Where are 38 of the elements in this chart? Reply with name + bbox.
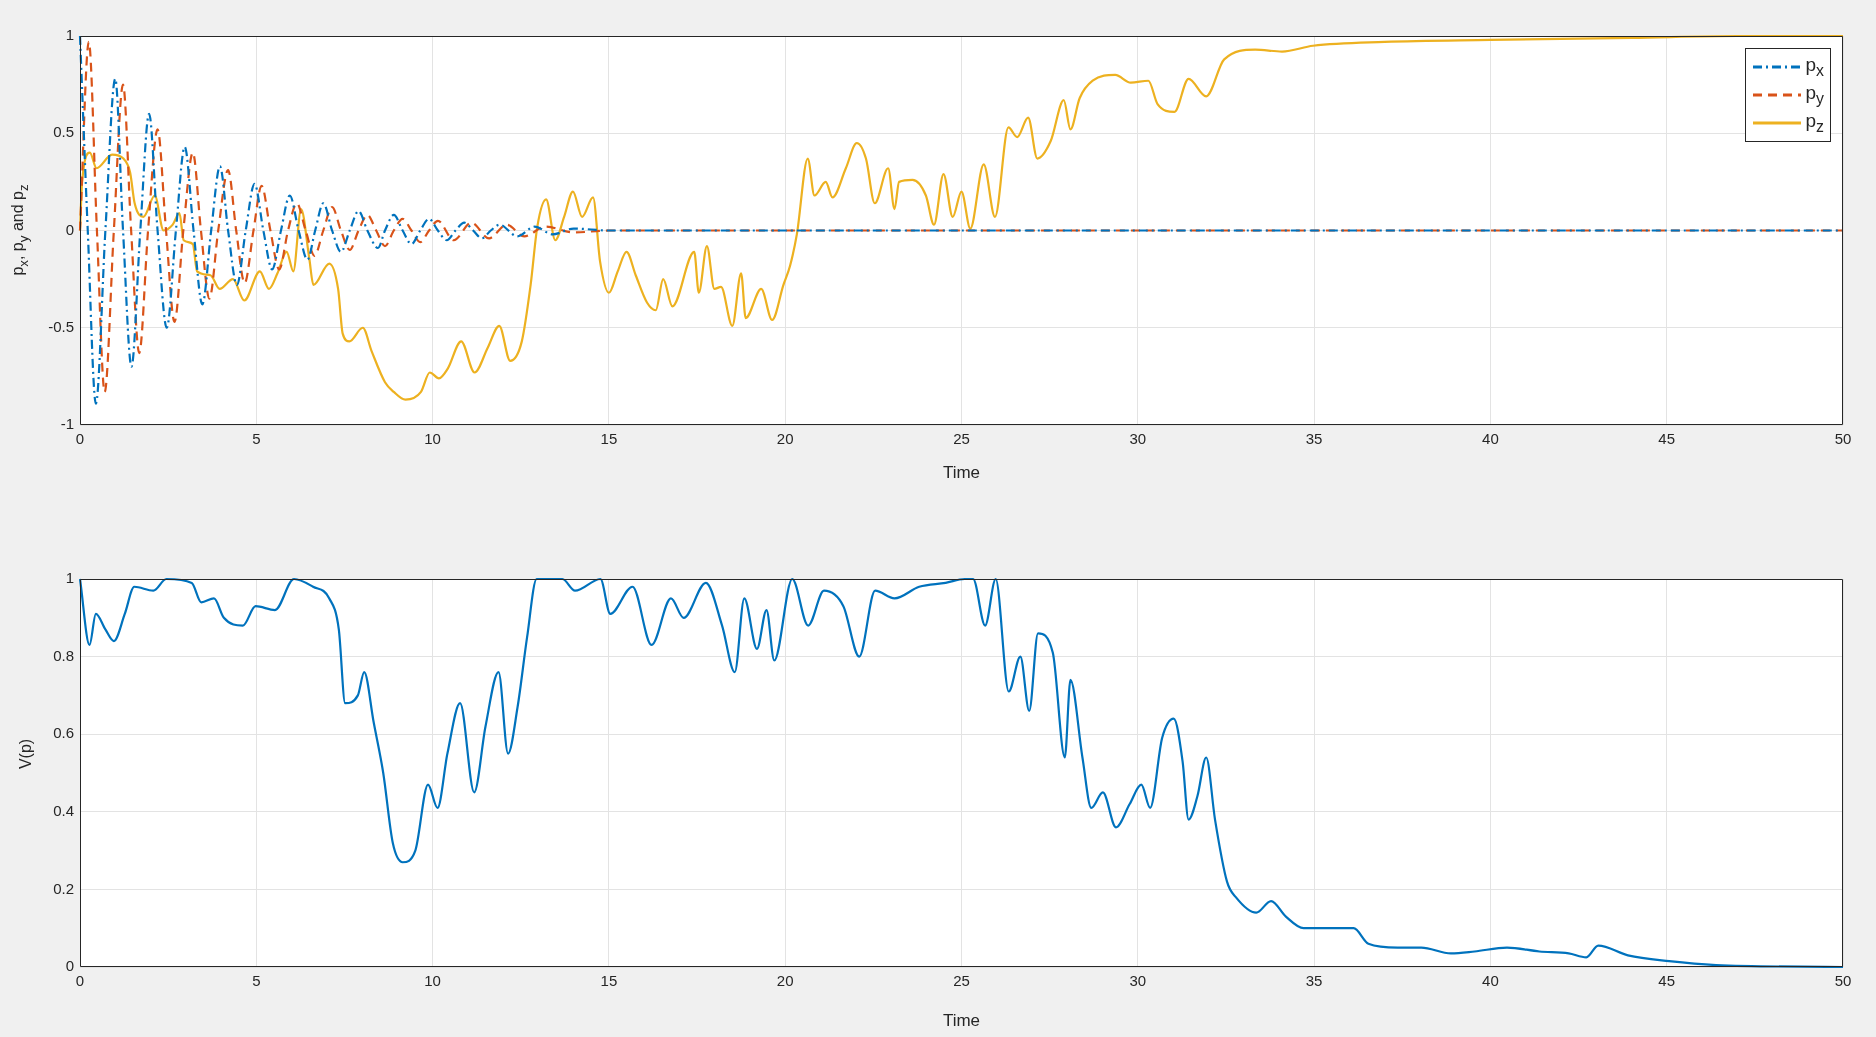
x-tick-label: 35 (1305, 430, 1323, 448)
y-tick-label: 0.8 (53, 646, 74, 664)
x-tick-label: 30 (1129, 972, 1147, 990)
x-tick-label: 10 (424, 972, 441, 990)
y-axis-title: V(p) (17, 738, 35, 770)
x-tick-label: 10 (424, 430, 441, 448)
y-tick-label: 0 (65, 957, 74, 975)
x-tick-label: 40 (1482, 430, 1499, 448)
y-tick-label: -0.5 (48, 317, 74, 335)
legend-label: p$_{z}$ (1805, 110, 1824, 136)
x-tick-label: 5 (252, 430, 261, 448)
legend-label: p$_{y}$ (1805, 82, 1824, 108)
x-tick-label: 5 (252, 972, 261, 990)
x-axis-title: Time (942, 1011, 981, 1031)
y-tick-label: 1 (65, 569, 74, 587)
x-tick-label: 25 (953, 972, 970, 990)
x-tick-label: 30 (1129, 430, 1147, 448)
x-tick-label: 35 (1305, 972, 1323, 990)
y-tick-label: -1 (60, 415, 74, 433)
x-tick-label: 50 (1834, 972, 1852, 990)
x-tick-label: 25 (953, 430, 970, 448)
line-series (78, 577, 1845, 969)
y-tick-label: 0.2 (53, 879, 74, 897)
x-tick-label: 15 (600, 972, 618, 990)
y-tick-label: 0.5 (53, 123, 74, 141)
x-tick-label: 45 (1658, 430, 1676, 448)
y-tick-label: 0 (65, 220, 74, 238)
x-tick-label: 15 (600, 430, 618, 448)
x-tick-label: 20 (776, 972, 794, 990)
x-tick-label: 50 (1834, 430, 1852, 448)
x-tick-label: 45 (1658, 972, 1676, 990)
y-tick-label: 1 (65, 26, 74, 44)
x-tick-label: 40 (1482, 972, 1499, 990)
legend-label: p$_{x}$ (1805, 54, 1824, 80)
x-axis-title: Time (942, 463, 981, 483)
y-tick-label: 0.4 (53, 801, 74, 819)
x-tick-label: 20 (776, 430, 794, 448)
y-tick-label: 0.6 (53, 724, 74, 742)
